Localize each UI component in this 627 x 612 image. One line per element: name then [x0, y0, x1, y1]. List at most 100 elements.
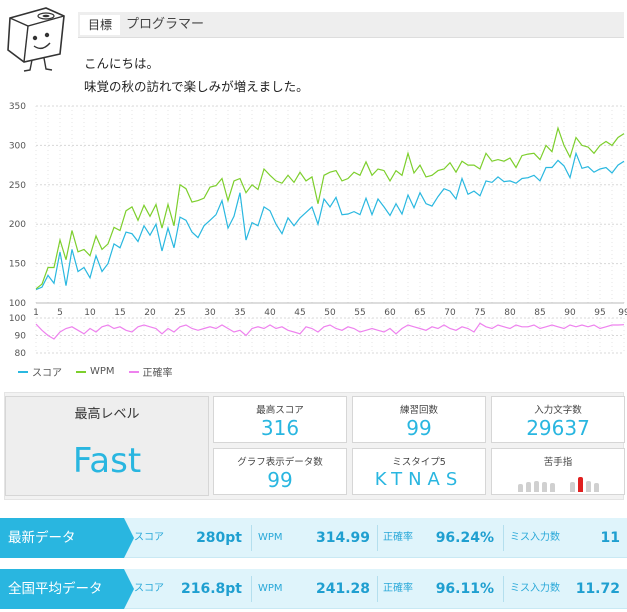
goal-bar: 目標 プログラマー: [78, 12, 624, 38]
national-average-title: 全国平均データ: [0, 569, 138, 609]
y-tick-label: 90: [15, 332, 27, 342]
latest-wpm-label: WPM: [258, 532, 283, 543]
average-wpm-label: WPM: [258, 583, 283, 594]
y-tick-label: 150: [9, 260, 26, 270]
series-score-line: [35, 151, 625, 291]
x-tick-label: 75: [474, 308, 485, 318]
x-tick-label: 35: [234, 308, 245, 318]
average-miss-label: ミス入力数: [510, 583, 560, 594]
finger-bar: [578, 477, 583, 492]
average-score-value: 216.8pt: [181, 581, 242, 597]
x-tick-label: 10: [84, 308, 96, 318]
national-average-row: 全国平均データ スコア 216.8pt WPM 241.28 正確率 96.11…: [0, 569, 627, 609]
latest-miss-value: 11: [600, 530, 620, 546]
average-accuracy-label: 正確率: [383, 583, 413, 594]
goal-value: プログラマー: [126, 17, 205, 32]
x-tick-label: 70: [444, 308, 456, 318]
legend-label-score: スコア: [32, 368, 62, 379]
graph-data-count-card: グラフ表示データ数 99: [213, 448, 347, 495]
weak-finger-card: 苦手指: [491, 448, 625, 495]
greeting-message: こんにちは。 味覚の秋の訪れで楽しみが増えました。: [84, 52, 309, 98]
finger-bar: [586, 481, 591, 492]
practice-count-value: 99: [406, 416, 432, 440]
finger-bar: [570, 482, 575, 492]
max-score-value: 316: [260, 416, 300, 440]
greeting-line-2: 味覚の秋の訪れで楽しみが増えました。: [84, 79, 309, 94]
x-tick-label: 90: [564, 308, 576, 318]
latest-score-value: 280pt: [196, 530, 242, 546]
miss-type-label: ミスタイプ5: [392, 457, 446, 468]
x-tick-label: 25: [174, 308, 185, 318]
weak-finger-label: 苦手指: [543, 457, 573, 468]
practice-count-card: 練習回数 99: [352, 396, 486, 443]
divider: [251, 576, 252, 602]
latest-score-label: スコア: [134, 532, 164, 543]
x-tick-label: 65: [414, 308, 425, 318]
x-tick-label: 85: [534, 308, 545, 318]
latest-accuracy-label: 正確率: [383, 532, 413, 543]
legend-swatch-score: [18, 370, 28, 373]
average-score-label: スコア: [134, 583, 164, 594]
x-tick-label: 15: [114, 308, 125, 318]
char-count-label: 入力文字数: [534, 405, 582, 416]
national-average-title-text: 全国平均データ: [8, 581, 103, 597]
x-tick-label: 1: [33, 308, 39, 318]
finger-bar: [542, 482, 547, 492]
miss-type-card: ミスタイプ5 KTNAS: [352, 448, 486, 495]
mascot-icon: [7, 7, 65, 72]
average-miss-value: 11.72: [575, 581, 620, 597]
practice-count-label: 練習回数: [399, 405, 438, 416]
divider: [377, 525, 378, 551]
max-level-value: Fast: [72, 441, 142, 481]
legend-swatch-wpm: [76, 370, 86, 373]
graph-data-count-label: グラフ表示データ数: [237, 457, 323, 468]
latest-data-title-text: 最新データ: [8, 530, 76, 546]
average-wpm-value: 241.28: [315, 581, 370, 597]
chart-lines: [35, 126, 625, 340]
y-tick-label: 100: [9, 299, 26, 309]
divider: [503, 576, 504, 602]
greeting-line-1: こんにちは。: [84, 56, 160, 71]
finger-bar: [594, 483, 599, 492]
graph-data-count-value: 99: [267, 468, 293, 492]
x-tick-label: 60: [384, 308, 396, 318]
legend-label-wpm: WPM: [90, 366, 115, 377]
char-count-value: 29637: [526, 416, 590, 440]
divider: [251, 525, 252, 551]
max-level-card: 最高レベル Fast: [5, 396, 209, 496]
legend-label-accuracy: 正確率: [142, 368, 173, 379]
latest-miss-label: ミス入力数: [510, 532, 560, 543]
x-tick-label: 95: [594, 308, 605, 318]
finger-bar: [534, 481, 539, 492]
finger-bar: [526, 482, 531, 492]
miss-type-value: KTNAS: [374, 469, 464, 490]
max-score-card: 最高スコア 316: [213, 396, 347, 443]
max-level-label: 最高レベル: [74, 407, 140, 422]
y-tick-label: 100: [9, 314, 26, 324]
latest-data-title: 最新データ: [0, 518, 138, 558]
legend-item-wpm: WPM: [76, 364, 115, 379]
x-tick-label: 40: [264, 308, 276, 318]
chart-legend: スコア WPM 正確率: [18, 364, 173, 379]
latest-wpm-value: 314.99: [315, 530, 370, 546]
row-title-arrow: [0, 569, 134, 609]
average-accuracy-value: 96.11%: [435, 581, 494, 597]
x-tick-label: 80: [504, 308, 516, 318]
y-tick-label: 300: [9, 141, 26, 151]
y-tick-label: 250: [9, 181, 26, 191]
y-tick-label: 80: [15, 349, 27, 359]
series-wpm-line: [35, 126, 625, 290]
x-tick-label: 5: [57, 308, 63, 318]
series-accuracy-line: [35, 322, 625, 340]
divider: [377, 576, 378, 602]
x-tick-label: 45: [294, 308, 305, 318]
row-title-arrow: [0, 518, 134, 558]
x-tick-label: 99: [618, 308, 627, 318]
chart-grid: [35, 105, 625, 354]
x-tick-label: 55: [354, 308, 365, 318]
latest-accuracy-value: 96.24%: [435, 530, 494, 546]
goal-label: 目標: [80, 15, 121, 35]
divider: [503, 525, 504, 551]
y-tick-label: 350: [9, 102, 26, 112]
